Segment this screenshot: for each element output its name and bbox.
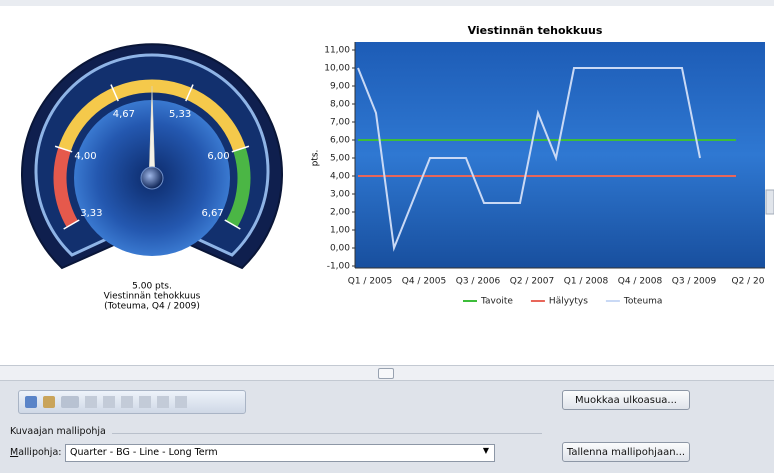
toolbar-icon[interactable] xyxy=(103,396,115,408)
x-tick-label: Q4 / 2008 xyxy=(618,277,663,287)
toolbar-icon[interactable] xyxy=(121,396,133,408)
group-line xyxy=(112,433,542,434)
toolbar-icon[interactable] xyxy=(25,396,37,408)
app-window: Viestinnän tehokkuus pts. 5.00 pts. Vies… xyxy=(0,0,774,473)
y-tick-label: 5,00 xyxy=(330,154,350,164)
group-label: Kuvaajan mallipohja xyxy=(10,426,106,437)
selected-template: Quarter - BG - Line - Long Term xyxy=(70,447,218,458)
template-label: Mallipohja: xyxy=(10,447,61,458)
horizontal-scrollbar[interactable] xyxy=(0,365,774,381)
y-tick-label: 3,00 xyxy=(330,190,350,200)
plot-area xyxy=(355,42,765,268)
toolbar-icon[interactable] xyxy=(157,396,169,408)
gauge-tick-label: 6,67 xyxy=(201,208,223,219)
legend-label: Hälyytys xyxy=(549,297,588,307)
toolbar-icon[interactable] xyxy=(43,396,55,408)
gauge-tick-label: 6,00 xyxy=(207,151,229,162)
y-tick-label: 0,00 xyxy=(330,244,350,254)
y-tick-label: -1,00 xyxy=(327,262,351,272)
y-tick-label: 9,00 xyxy=(330,82,350,92)
gauge-knob xyxy=(141,167,163,189)
scroll-thumb[interactable] xyxy=(378,368,394,379)
chart-title: Viestinnän tehokkuus xyxy=(468,24,603,37)
y-tick-label: 10,00 xyxy=(324,64,350,74)
chart-panel: Viestinnän tehokkuus pts. 5.00 pts. Vies… xyxy=(0,0,774,368)
y-tick-label: 7,00 xyxy=(330,118,350,128)
y-tick-label: 2,00 xyxy=(330,208,350,218)
vertical-scroll[interactable] xyxy=(766,190,774,214)
y-tick-label: 1,00 xyxy=(330,226,350,236)
x-tick-label: Q2 / 2007 xyxy=(510,277,554,287)
gauge-tick-label: 4,00 xyxy=(74,151,96,162)
y-tick-label: 8,00 xyxy=(330,100,350,110)
template-select[interactable]: Quarter - BG - Line - Long Term ▼ xyxy=(65,444,495,462)
toolbar-icon[interactable] xyxy=(175,396,187,408)
y-tick-label: 11,00 xyxy=(324,46,350,56)
top-border xyxy=(0,0,774,6)
legend-label: Tavoite xyxy=(480,297,513,307)
x-tick-label: Q1 / 2008 xyxy=(564,277,609,287)
x-tick-label: Q3 / 2006 xyxy=(456,277,501,287)
toolbar-icon[interactable] xyxy=(61,396,79,408)
gauge-tick-label: 5,33 xyxy=(169,109,191,120)
save-button[interactable]: Tallenna mallipohjaan... xyxy=(562,442,690,462)
gauge-tick-label: 3,33 xyxy=(80,208,102,219)
y-tick-label: 4,00 xyxy=(330,172,350,182)
y-tick-label: 6,00 xyxy=(330,136,350,146)
x-tick-label: Q2 / 20 xyxy=(731,277,764,287)
x-tick-label: Q3 / 2009 xyxy=(672,277,717,287)
x-tick-label: Q4 / 2005 xyxy=(402,277,446,287)
dropdown-arrow[interactable]: ▼ xyxy=(483,446,489,455)
toolbar xyxy=(18,390,246,414)
toolbar-icon[interactable] xyxy=(85,396,97,408)
y-axis-label: pts. xyxy=(311,150,321,167)
gauge-caption: (Toteuma, Q4 / 2009) xyxy=(104,302,200,312)
gauge-tick-label: 4,67 xyxy=(113,109,135,120)
gauge-caption: Viestinnän tehokkuus xyxy=(104,292,201,302)
legend-label: Toteuma xyxy=(623,297,663,307)
toolbar-icon[interactable] xyxy=(139,396,151,408)
edit-button[interactable]: Muokkaa ulkoasua... xyxy=(562,390,690,410)
x-tick-label: Q1 / 2005 xyxy=(348,277,392,287)
gauge-value: 5.00 pts. xyxy=(132,282,172,292)
